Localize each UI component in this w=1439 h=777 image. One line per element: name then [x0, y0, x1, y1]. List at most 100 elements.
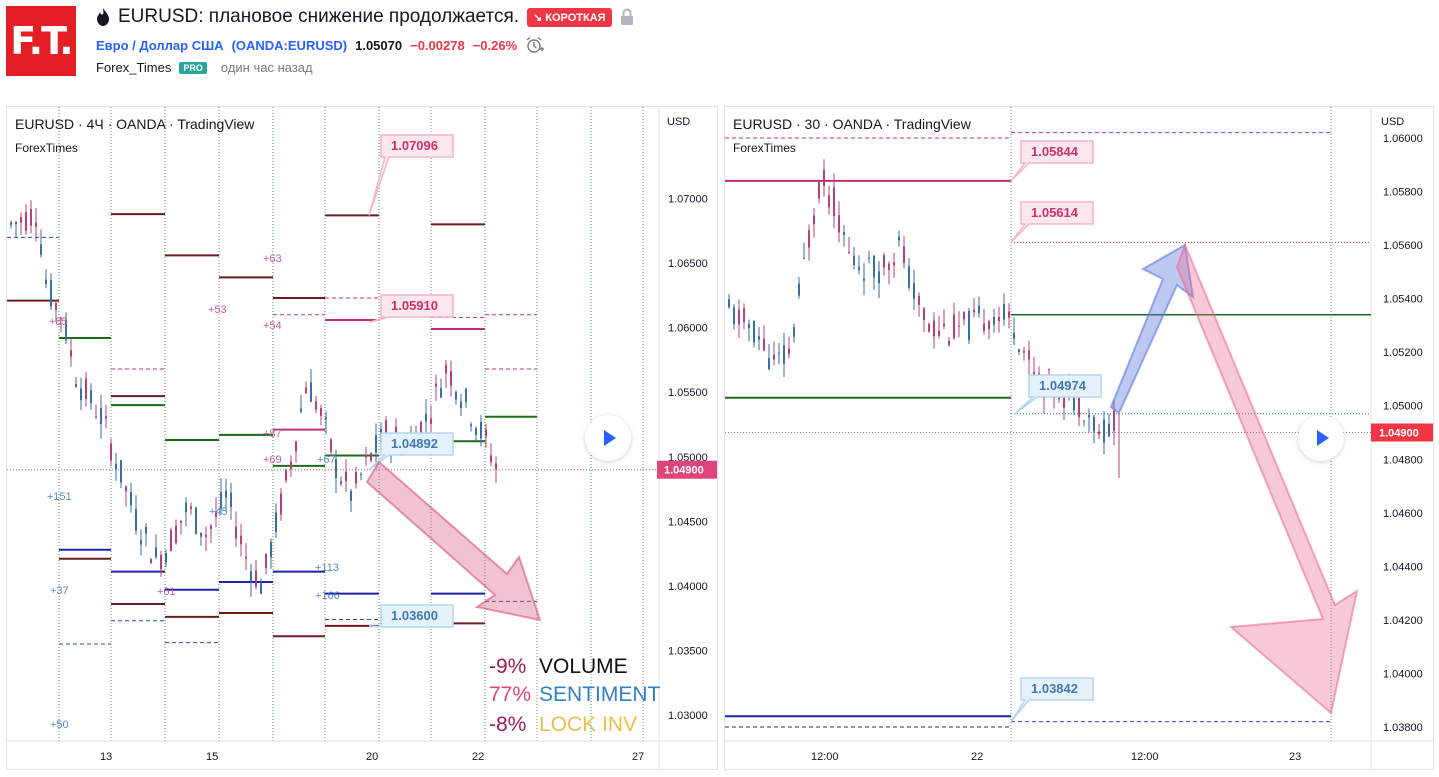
- candle-body: [808, 230, 810, 248]
- candle-body: [758, 336, 760, 340]
- candle-body: [65, 319, 67, 341]
- candle-body: [465, 388, 467, 403]
- candle-body: [1028, 350, 1030, 360]
- candle-body: [968, 310, 970, 341]
- candle-body: [948, 340, 950, 346]
- chart-right-legend: EURUSD · 30 · OANDA · TradingView: [733, 116, 971, 132]
- candle-body: [928, 324, 930, 332]
- candle-body: [340, 481, 342, 484]
- symbol-code-link[interactable]: (OANDA:EURUSD): [231, 37, 348, 53]
- y-tick-label: 1.05200: [1383, 347, 1423, 359]
- candle-body: [420, 421, 422, 439]
- y-tick-label: 1.04800: [1383, 454, 1423, 466]
- candle-body: [170, 530, 172, 552]
- candle-body: [240, 535, 242, 545]
- candle-body: [140, 540, 142, 545]
- candle-body: [485, 429, 487, 437]
- y-tick-label: 1.03000: [668, 710, 708, 722]
- candle-body: [1093, 416, 1095, 432]
- y-tick-label: 1.04500: [668, 516, 708, 528]
- candle-body: [913, 283, 915, 299]
- chart-right-canvas[interactable]: USD 1.06000 1.05800 1.05600 1.05400 1.05200 1.…: [725, 107, 1434, 770]
- candle-body: [275, 512, 277, 532]
- price-callout-label: 1.07096: [391, 138, 438, 153]
- y-tick-label: 1.04000: [668, 581, 708, 593]
- candle-body: [265, 553, 267, 569]
- currency-label: USD: [667, 116, 690, 128]
- author-name[interactable]: Forex_Times: [96, 60, 172, 75]
- pip-annotation: +85: [49, 316, 68, 328]
- play-button-left[interactable]: [585, 415, 631, 461]
- candle-body: [888, 263, 890, 271]
- currency-label: USD: [1381, 116, 1404, 128]
- candle-body: [908, 266, 910, 288]
- candle-body: [345, 471, 347, 482]
- candle-body: [70, 350, 72, 357]
- candle-body: [15, 222, 17, 225]
- y-tick-label: 1.05400: [1383, 294, 1423, 306]
- candle-body: [330, 439, 332, 452]
- chart-right[interactable]: USD 1.06000 1.05800 1.05600 1.05400 1.05200 1.…: [724, 106, 1434, 770]
- candle-body: [843, 232, 845, 235]
- current-price-tag: [1371, 423, 1433, 442]
- idea-title: EURUSD: плановое снижение продолжается.: [118, 6, 520, 27]
- candle-body: [973, 309, 975, 313]
- price-callout-box: [368, 604, 454, 628]
- candle-body: [490, 455, 492, 463]
- stat-label: VOLUME: [539, 655, 628, 678]
- y-tick-label: 1.07000: [668, 194, 708, 206]
- candle-body: [863, 278, 865, 281]
- symbol-name-link[interactable]: Евро / Доллар США: [96, 37, 224, 53]
- candle-body: [923, 308, 925, 320]
- price-callout-label: 1.03842: [1031, 681, 1078, 696]
- candle-body: [150, 559, 152, 564]
- candle-body: [395, 426, 397, 434]
- stat-percent: 77%: [489, 683, 531, 706]
- alarm-clock-icon[interactable]: [525, 36, 545, 54]
- candle-body: [918, 295, 920, 305]
- candle-body: [90, 390, 92, 403]
- current-price-label: 1.04900: [1379, 428, 1419, 440]
- candle-body: [120, 460, 122, 483]
- current-price-label: 1.04900: [664, 465, 704, 477]
- candle-body: [753, 321, 755, 343]
- candle-body: [828, 195, 830, 208]
- x-tick-label: 23: [1289, 751, 1301, 763]
- candle-body: [858, 266, 860, 271]
- x-tick-label: 22: [971, 751, 983, 763]
- play-icon: [1316, 430, 1329, 446]
- candle-body: [155, 547, 157, 557]
- candle-body: [80, 388, 82, 401]
- down-arrow-projection: [1175, 242, 1359, 715]
- author-logo[interactable]: F.T.: [6, 6, 76, 76]
- pip-annotation: +45: [209, 506, 228, 518]
- candle-body: [1098, 431, 1100, 435]
- y-tick-label: 1.05600: [1383, 240, 1423, 252]
- candle-body: [938, 330, 940, 336]
- candle-body: [45, 279, 47, 284]
- candle-body: [370, 453, 372, 461]
- up-arrow-projection: [1109, 243, 1195, 415]
- candle-body: [215, 511, 217, 517]
- y-tick-label: 1.04000: [1383, 668, 1423, 680]
- price-callout-label: 1.04892: [391, 436, 438, 451]
- candle-body: [190, 506, 192, 510]
- down-arrow-projection: [365, 460, 542, 622]
- candle-body: [300, 408, 302, 412]
- candle-body: [728, 299, 730, 308]
- candle-body: [933, 320, 935, 337]
- candle-body: [803, 257, 805, 259]
- pip-annotation: +54: [263, 320, 282, 332]
- candle-body: [285, 469, 287, 481]
- candle-body: [963, 311, 965, 320]
- x-tick-label: 12:00: [811, 751, 839, 763]
- chart-left[interactable]: USD 1.07000 1.06500 1.06000 1.05500 1.05000 1.…: [6, 106, 718, 770]
- candle-body: [225, 490, 227, 498]
- candle-body: [60, 317, 62, 319]
- candle-body: [818, 181, 820, 199]
- chart-left-canvas[interactable]: USD1.070001.065001.060001.055001.050001.…: [7, 107, 718, 770]
- candle-body: [130, 491, 132, 506]
- candle-body: [480, 422, 482, 439]
- play-button-right[interactable]: [1298, 415, 1344, 461]
- candle-body: [85, 378, 87, 399]
